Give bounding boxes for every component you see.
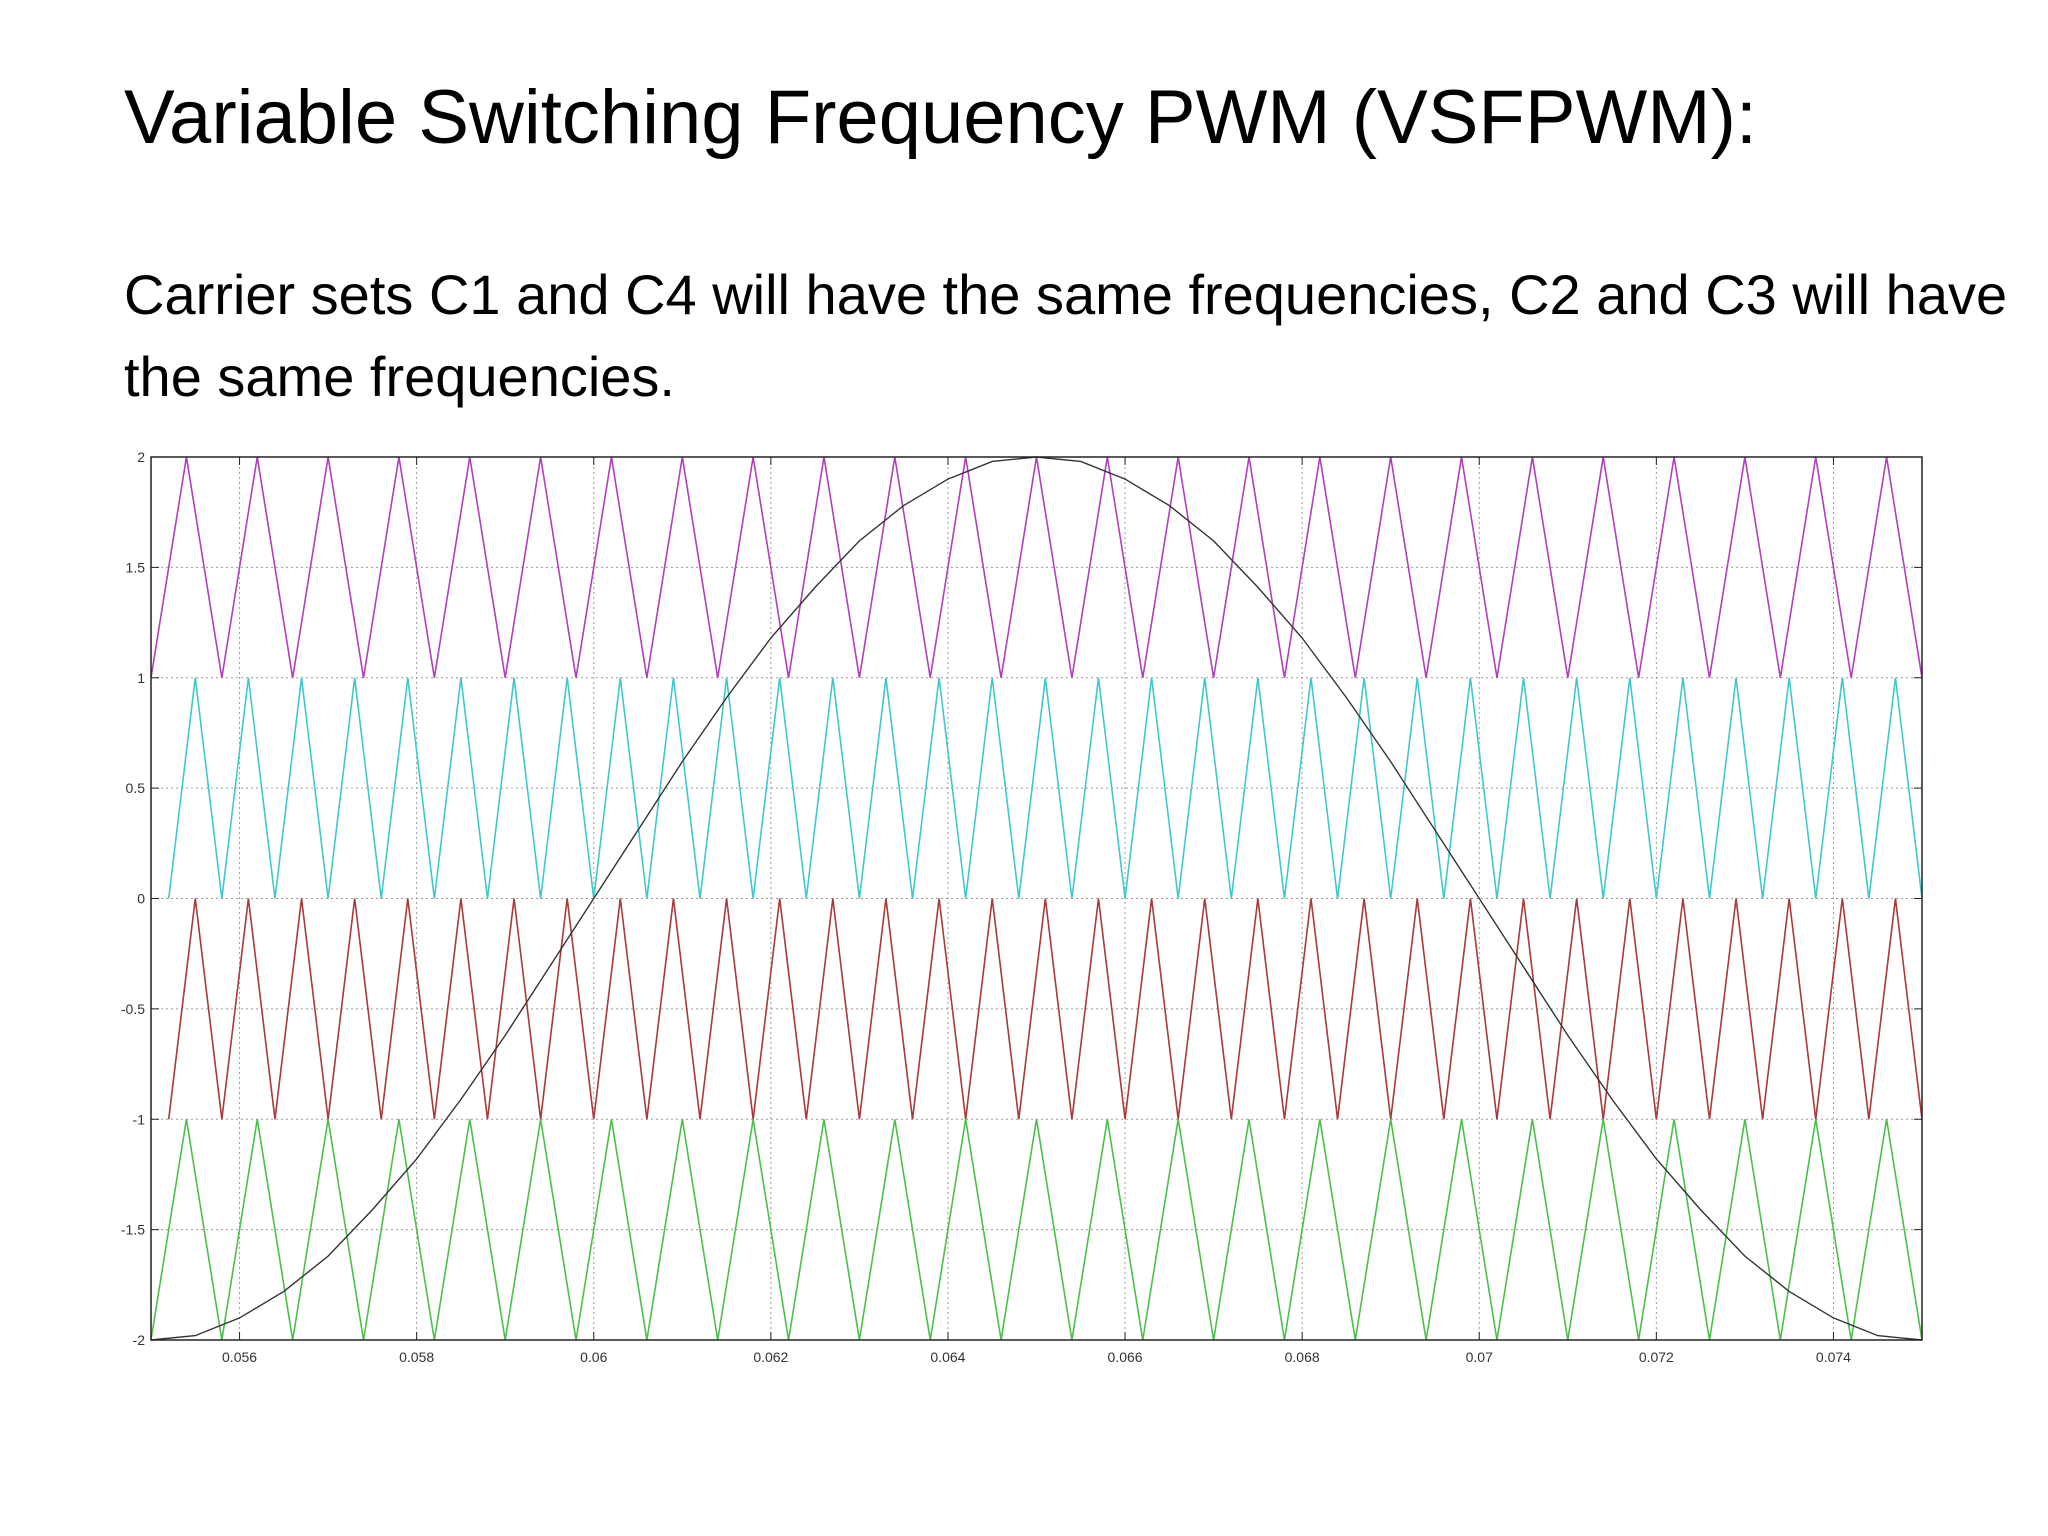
chart-svg: 0.056 0.058 0.06 0.062 0.064 0.066 0.068 0.07 0.… [121, 449, 1923, 1365]
x-tick-label: 0.056 [222, 1349, 257, 1365]
series-layer [150, 456, 1923, 1341]
y-tick-label: 1.5 [126, 559, 146, 575]
carrier-1-line [151, 457, 1922, 678]
y-tick-label: 0 [137, 891, 145, 907]
x-tick-label: 0.06 [580, 1349, 607, 1365]
y-tick-label: -1 [133, 1111, 146, 1127]
slide-body-text: Carrier sets C1 and C4 will have the sam… [124, 263, 2008, 408]
y-tick-label: 2 [137, 449, 145, 465]
carrier-3-line [167, 898, 1922, 1120]
y-tick-label: -2 [133, 1332, 146, 1348]
y-tick-label: -1.5 [121, 1222, 145, 1238]
x-tick-label: 0.068 [1285, 1349, 1320, 1365]
slide-title: Variable Switching Frequency PWM (VSFPWM… [124, 75, 1757, 160]
y-tick-label: 1 [137, 670, 145, 686]
x-tick-label: 0.064 [930, 1349, 965, 1365]
carrier-4-line [151, 1119, 1922, 1340]
tick-layer: 0.056 0.058 0.06 0.062 0.064 0.066 0.068 0.07 0.… [121, 449, 1922, 1365]
x-tick-label: 0.066 [1108, 1349, 1143, 1365]
x-tick-label: 0.07 [1466, 1349, 1493, 1365]
carrier-2-line [167, 677, 1922, 899]
y-tick-label: 0.5 [126, 780, 146, 796]
x-tick-label: 0.058 [399, 1349, 434, 1365]
x-tick-label: 0.072 [1639, 1349, 1674, 1365]
x-tick-label: 0.062 [753, 1349, 788, 1365]
y-tick-label: -0.5 [121, 1001, 145, 1017]
pwm-carrier-chart: 0.056 0.058 0.06 0.062 0.064 0.066 0.068 0.07 0.… [100, 440, 2040, 1380]
x-tick-label: 0.074 [1816, 1349, 1851, 1365]
grid-layer [151, 457, 1922, 1340]
